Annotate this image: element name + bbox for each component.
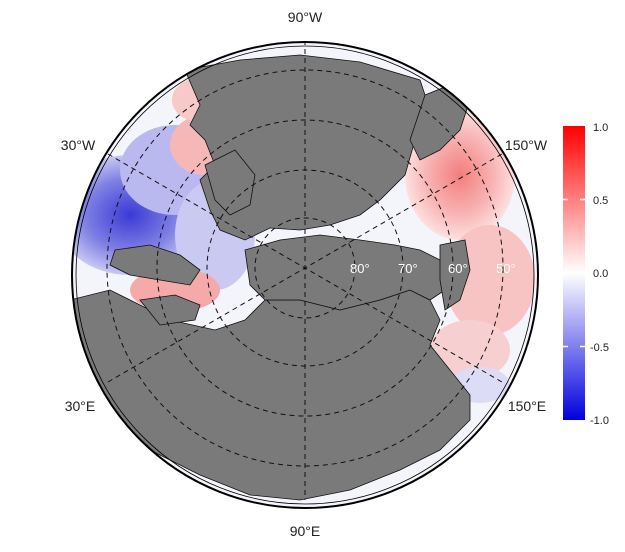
east-siberia-land xyxy=(439,239,471,311)
colorbar-tick-label: 1.0 xyxy=(593,122,608,134)
lat-label-70: 70° xyxy=(398,261,418,276)
map-disc xyxy=(72,42,538,508)
lat-label-50: 50° xyxy=(496,261,516,276)
latitude-circle-60 xyxy=(156,119,454,417)
colorbar-ticks xyxy=(563,198,585,348)
graticule xyxy=(106,42,504,500)
greenland-land xyxy=(204,149,256,216)
map-inner-border xyxy=(75,45,535,505)
scandinavia-land xyxy=(109,244,201,286)
land-masses xyxy=(72,54,471,501)
lon-label-top: 90°W xyxy=(288,9,323,25)
latitude-circle-80 xyxy=(254,217,356,319)
siberia-land xyxy=(244,234,446,311)
meridian-150-30 xyxy=(107,153,503,383)
lon-label-lower-right: 150°E xyxy=(508,398,546,414)
colorbar-tick-label: 0.5 xyxy=(593,195,608,207)
lon-label-lower-left: 30°E xyxy=(65,398,96,414)
lon-label-upper-right: 150°W xyxy=(505,137,548,153)
baltic-land xyxy=(139,294,201,326)
positive-anomaly-patch xyxy=(430,320,510,380)
lon-label-bottom: 90°E xyxy=(290,523,321,539)
lat-label-80: 80° xyxy=(350,261,370,276)
colorbar-tick-label: 0.0 xyxy=(593,268,608,280)
lon-label-upper-left: 30°W xyxy=(61,137,96,153)
map-border xyxy=(71,41,539,509)
positive-anomaly-patch xyxy=(445,225,535,335)
lat-label-60: 60° xyxy=(448,261,468,276)
colorbar: 1.0 0.5 0.0 -0.5 -1.0 xyxy=(563,122,609,427)
colorbar-tick-label: -1.0 xyxy=(590,415,609,427)
colorbar-gradient xyxy=(563,126,585,420)
colorbar-tick-label: -0.5 xyxy=(590,342,609,354)
